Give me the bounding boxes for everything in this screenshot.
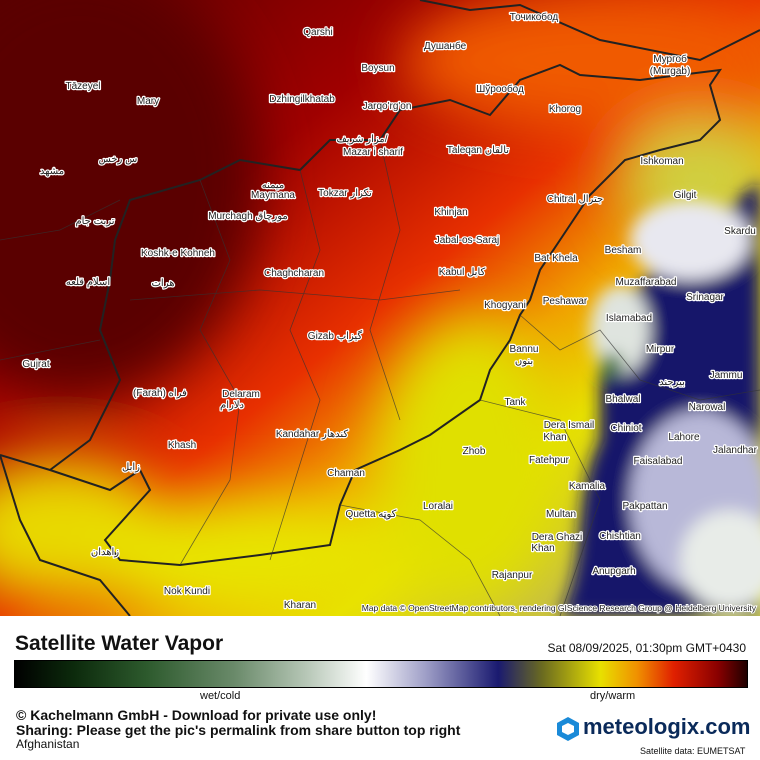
place-label: Khogyani (484, 300, 526, 311)
place-labels: Qarshi Душанбе Точикобод Boysun Мургоб(Murga… (21, 10, 759, 613)
place-label: Khinjan (434, 207, 467, 218)
place-label: Fatehpur (529, 455, 570, 466)
place-label: Mazar i sharif (343, 147, 403, 158)
place-label: Gilgit (674, 190, 697, 201)
place-label: Lahore (668, 432, 700, 443)
place-label: Tokzar تکزار (318, 188, 372, 199)
place-label: Anupgarh (592, 566, 635, 577)
scale-high-label: dry/warm (590, 690, 636, 702)
place-label: Taleqan تالقان (447, 145, 509, 156)
place-label: Muzaffarabad (616, 277, 677, 288)
title: Satellite Water Vapor (15, 632, 224, 655)
country-borders (0, 0, 760, 616)
place-label: (Farah) فراه (133, 388, 187, 399)
place-label: Chitral جترال (547, 194, 603, 205)
place-label: مشهد (40, 166, 64, 177)
place-label: تربت جام (75, 216, 114, 227)
place-label: Khan (543, 432, 566, 443)
place-label: س رخس (99, 154, 138, 165)
place-label: Mirpur (646, 344, 675, 355)
place-label: Multan (546, 509, 576, 520)
place-label: Besham (605, 245, 642, 256)
place-label: زابل (122, 462, 140, 473)
brand[interactable]: meteologix.com (583, 714, 751, 739)
copyright: © Kachelmann GmbH - Download for private… (16, 707, 377, 723)
place-label: Khash (168, 440, 196, 451)
place-label: Peshawar (543, 296, 588, 307)
place-label: Faisalabad (634, 456, 683, 467)
place-label: Narowal (689, 402, 726, 413)
place-label: Nok Kundi (164, 586, 210, 597)
place-label: Islamabad (606, 313, 652, 324)
place-label: Мургоб (653, 53, 687, 65)
place-label: بنوں (515, 356, 533, 367)
place-label: Gizab گیزاب (308, 330, 363, 342)
place-label: Chiniot (610, 423, 641, 434)
scale-low-label: wet/cold (200, 690, 241, 702)
data-source: Satellite data: EUMETSAT (640, 746, 746, 756)
place-label: Delaram (222, 389, 260, 400)
timestamp: Sat 08/09/2025, 01:30pm GMT+0430 (547, 641, 746, 655)
place-label: اسلام قلعه (66, 277, 110, 288)
place-label: Chaghcharan (264, 268, 324, 279)
place-label: Kharan (284, 600, 316, 611)
place-label: Koshk-e Kohneh (141, 248, 215, 259)
place-label: Khorog (549, 104, 581, 115)
place-label: Mary (137, 96, 159, 107)
place-label: Gujrat (22, 359, 49, 370)
place-label: (Murgab) (650, 66, 691, 77)
province-borders (0, 139, 760, 616)
place-label: هرات (152, 278, 175, 289)
place-label: دلارام (220, 400, 244, 411)
place-label: Шўрообод (476, 83, 524, 95)
place-label: Skardu (724, 226, 756, 237)
place-label: Chishtian (599, 531, 641, 542)
place-label: Srinagar (686, 292, 724, 303)
place-label: Ishkoman (640, 156, 683, 167)
place-label: Dzhingilkhatab (269, 94, 335, 105)
place-label: Khan (531, 543, 554, 554)
place-label: Jabal-os-Saraj (435, 235, 499, 246)
place-label: مزار شریف/ (336, 134, 387, 145)
place-label: Qarshi (303, 27, 332, 38)
place-label: Murchagh مورچاق (208, 211, 288, 222)
place-label: Maymana (251, 190, 295, 201)
region: Afghanistan (16, 737, 80, 751)
satellite-map: Map data © OpenStreetMap contributors, r… (0, 0, 760, 616)
place-label: Jammu (710, 370, 743, 381)
place-label: Tāzeyel (65, 81, 100, 92)
sharing-note: Sharing: Please get the pic's permalink … (16, 722, 461, 738)
map-attribution: Map data © OpenStreetMap contributors, r… (362, 603, 757, 613)
place-label: Dera Ghazi (532, 532, 583, 543)
place-label: Jalandhar (713, 445, 758, 456)
place-label: Душанбе (424, 40, 467, 52)
place-label: Chaman (327, 468, 365, 479)
place-label: Jarqo'rg'on (363, 101, 412, 112)
place-label: Точикобод (510, 11, 559, 23)
place-label: Dera Ismail (544, 420, 595, 431)
place-label: Bhalwal (605, 394, 640, 405)
place-label: Rajanpur (492, 570, 533, 581)
place-label: Kandahar کندهار (276, 429, 349, 440)
place-label: میمنه (262, 180, 285, 191)
place-label: زاهدان (91, 547, 119, 558)
place-label: Bannu (510, 344, 539, 355)
place-label: Bat Khela (534, 253, 578, 264)
place-label: Zhob (463, 446, 486, 457)
place-label: Boysun (361, 63, 394, 74)
brand-logo (557, 717, 579, 741)
place-label: Quetta کوټه (346, 509, 397, 520)
place-label: Kabul کابل (439, 267, 486, 278)
place-label: Tank (504, 397, 526, 408)
place-label: Pakpattan (622, 501, 667, 512)
cloud-field (560, 180, 760, 616)
place-label: Loralai (423, 501, 453, 512)
place-label: Kamalia (569, 481, 606, 492)
place-label: بیرجند (659, 377, 685, 388)
color-scale (14, 660, 748, 688)
